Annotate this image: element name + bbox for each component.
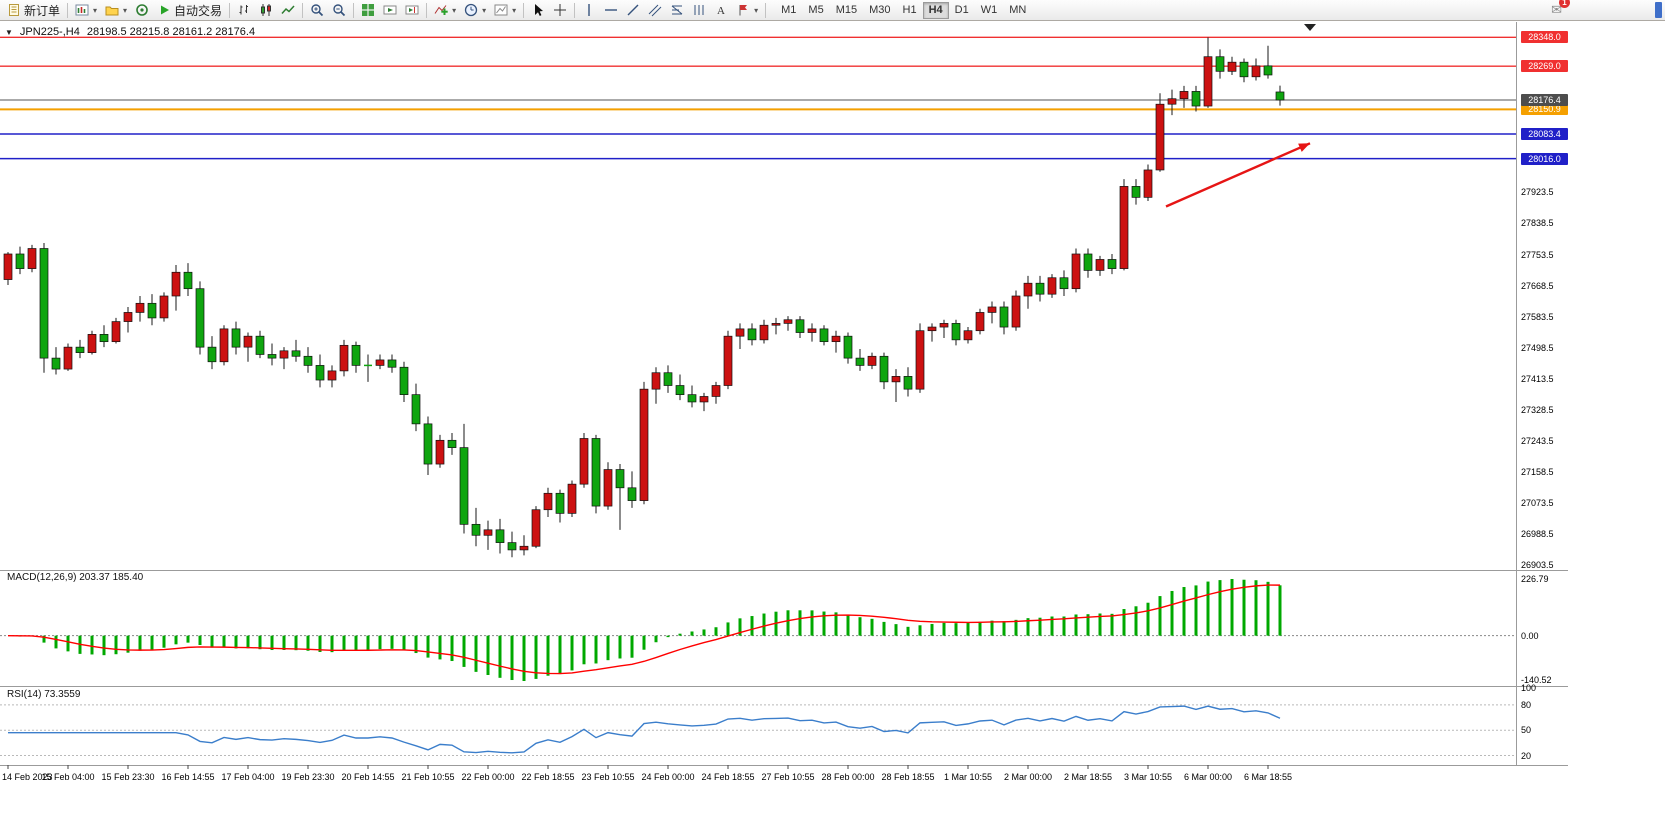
equidistant-channel-button[interactable] xyxy=(644,1,666,20)
toolbar-separator xyxy=(765,2,767,18)
tile-windows-icon xyxy=(362,4,375,16)
autotrading-play-icon xyxy=(161,5,170,15)
new-chart-button[interactable]: ▾ xyxy=(71,1,101,20)
fibonacci-icon xyxy=(671,5,683,15)
channel-icon xyxy=(648,4,662,17)
tile-windows-button[interactable] xyxy=(357,1,379,20)
dropdown-caret-icon: ▾ xyxy=(93,5,98,15)
chart-shift-button[interactable] xyxy=(401,1,423,20)
horizontal-line-icon xyxy=(605,9,618,11)
window-edge-decoration xyxy=(1655,2,1662,18)
templates-button[interactable]: ▾ xyxy=(490,1,520,20)
candlestick-chart-button[interactable] xyxy=(255,1,277,20)
line-chart-icon xyxy=(281,5,295,14)
indicators-icon xyxy=(434,5,448,15)
macd-signal-line xyxy=(7,584,1281,675)
indicators-button[interactable]: ▾ xyxy=(430,1,460,20)
scroll-to-end-marker[interactable] xyxy=(1304,24,1316,31)
arrows-button[interactable]: ▾ xyxy=(732,1,762,20)
periods-button[interactable]: ▾ xyxy=(460,1,490,20)
cycle-lines-button[interactable] xyxy=(688,1,710,20)
dropdown-caret-icon: ▾ xyxy=(452,5,457,15)
profiles-button[interactable]: ▾ xyxy=(101,1,131,20)
timeframe-w1-button[interactable]: W1 xyxy=(975,2,1004,19)
toolbar-separator xyxy=(353,2,355,18)
candlestick-icon xyxy=(261,4,272,16)
chart-title: ▼ JPN225-,H4 28198.5 28215.8 28161.2 281… xyxy=(5,26,255,38)
trendline-button[interactable] xyxy=(622,1,644,20)
vertical-line-button[interactable] xyxy=(578,1,600,20)
autotrading-label: 自动交易 xyxy=(174,3,223,18)
toolbar-separator xyxy=(67,2,69,18)
new-chart-icon xyxy=(75,4,89,16)
notification-badge: 1 xyxy=(1559,0,1570,8)
cursor-button[interactable] xyxy=(527,1,549,20)
autotrading-button[interactable]: 自动交易 xyxy=(153,1,226,20)
dropdown-caret-icon: ▾ xyxy=(754,5,759,15)
toolbar: 新订单 ▾ ▾ 自动交易 xyxy=(0,0,1665,21)
rsi-line xyxy=(8,705,1281,754)
macd-label: MACD(12,26,9) 203.37 185.40 xyxy=(7,572,144,583)
dropdown-caret-icon: ▾ xyxy=(123,5,128,15)
timeframe-m15-button[interactable]: M15 xyxy=(830,2,863,19)
macd-histogram xyxy=(18,579,1282,681)
timeframe-mn-button[interactable]: MN xyxy=(1003,2,1032,19)
zoom-in-icon xyxy=(311,4,324,17)
new-order-label: 新订单 xyxy=(24,3,61,18)
dropdown-caret-icon: ▾ xyxy=(512,5,517,15)
chart-menu-icon[interactable]: ▼ xyxy=(5,27,13,37)
toolbar-separator xyxy=(229,2,231,18)
navigator-button[interactable] xyxy=(131,1,153,20)
auto-scroll-button[interactable] xyxy=(379,1,401,20)
timeframe-h4-button[interactable]: H4 xyxy=(922,1,949,19)
bar-chart-button[interactable] xyxy=(233,1,255,20)
toolbar-right: ✉ 1 xyxy=(1551,0,1570,18)
svg-text:A: A xyxy=(717,5,725,17)
timeframe-h1-button[interactable]: H1 xyxy=(897,2,923,19)
candles-series xyxy=(3,37,1285,558)
auto-scroll-icon xyxy=(383,5,397,15)
bar-chart-icon xyxy=(239,5,249,15)
new-order-button[interactable]: 新订单 xyxy=(3,1,64,20)
cycle-lines-icon xyxy=(694,5,704,15)
ohlc-values: 28198.5 28215.8 28161.2 28176.4 xyxy=(86,26,256,38)
text-button[interactable]: A xyxy=(710,1,732,20)
dropdown-caret-icon: ▾ xyxy=(482,5,487,15)
vertical-line-icon xyxy=(588,4,590,16)
symbol-period-label: JPN225-,H4 xyxy=(19,26,80,38)
timeframe-m30-button[interactable]: M30 xyxy=(863,2,896,19)
navigator-icon xyxy=(136,4,148,16)
rsi-label: RSI(14) 73.3559 xyxy=(7,689,81,700)
notifications-icon[interactable]: ✉ 1 xyxy=(1551,0,1570,18)
templates-icon xyxy=(494,4,508,16)
toolbar-separator xyxy=(426,2,428,18)
zoom-out-icon xyxy=(333,4,346,17)
trend-arrow-annotation[interactable] xyxy=(1165,142,1311,208)
label-flag-icon xyxy=(739,5,748,16)
periods-clock-icon xyxy=(464,3,478,17)
new-order-icon xyxy=(9,4,19,16)
line-chart-button[interactable] xyxy=(277,1,299,20)
text-icon: A xyxy=(717,5,725,17)
zoom-out-button[interactable] xyxy=(328,1,350,20)
toolbar-separator xyxy=(574,2,576,18)
timeframe-m1-button[interactable]: M1 xyxy=(775,2,802,19)
profiles-folder-icon xyxy=(105,6,119,16)
horizontal-line-button[interactable] xyxy=(600,1,622,20)
crosshair-button[interactable] xyxy=(549,1,571,20)
timeframe-d1-button[interactable]: D1 xyxy=(949,2,975,19)
zoom-in-button[interactable] xyxy=(306,1,328,20)
crosshair-icon xyxy=(554,4,567,16)
toolbar-separator xyxy=(302,2,304,18)
chart-shift-icon xyxy=(405,5,419,15)
cursor-icon xyxy=(535,4,544,16)
toolbar-separator xyxy=(523,2,525,18)
trendline-icon xyxy=(627,4,639,16)
timeframe-buttons: M1 M5 M15 M30 H1 H4 D1 W1 MN xyxy=(775,1,1032,19)
timeframe-m5-button[interactable]: M5 xyxy=(802,2,829,19)
fibonacci-button[interactable] xyxy=(666,1,688,20)
